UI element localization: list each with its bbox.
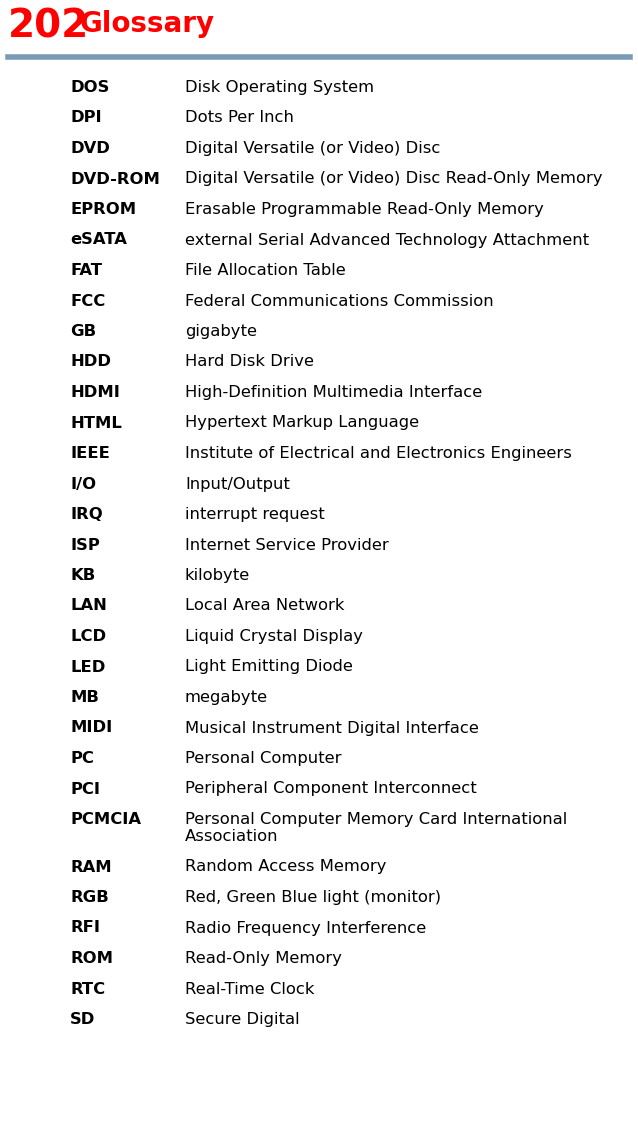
Text: Radio Frequency Interference: Radio Frequency Interference	[185, 920, 426, 936]
Text: Internet Service Provider: Internet Service Provider	[185, 537, 389, 553]
Text: LED: LED	[70, 660, 105, 674]
Text: RTC: RTC	[70, 982, 105, 997]
Text: interrupt request: interrupt request	[185, 507, 325, 522]
Text: HDD: HDD	[70, 355, 111, 369]
Text: RAM: RAM	[70, 859, 112, 875]
Text: I/O: I/O	[70, 476, 96, 492]
Text: LAN: LAN	[70, 599, 107, 614]
Text: gigabyte: gigabyte	[185, 324, 257, 339]
Text: Input/Output: Input/Output	[185, 476, 290, 492]
Text: Random Access Memory: Random Access Memory	[185, 859, 387, 875]
Text: IEEE: IEEE	[70, 446, 110, 461]
Text: High-Definition Multimedia Interface: High-Definition Multimedia Interface	[185, 385, 482, 400]
Text: EPROM: EPROM	[70, 202, 136, 217]
Text: kilobyte: kilobyte	[185, 568, 250, 583]
Text: DPI: DPI	[70, 110, 101, 125]
Text: Dots Per Inch: Dots Per Inch	[185, 110, 294, 125]
Text: Glossary: Glossary	[80, 10, 215, 38]
Text: Digital Versatile (or Video) Disc Read-Only Memory: Digital Versatile (or Video) Disc Read-O…	[185, 171, 603, 187]
Text: LCD: LCD	[70, 629, 106, 644]
Text: MB: MB	[70, 690, 99, 705]
Text: RFI: RFI	[70, 920, 100, 936]
Text: Real-Time Clock: Real-Time Clock	[185, 982, 315, 997]
Text: ROM: ROM	[70, 951, 113, 966]
Text: MIDI: MIDI	[70, 721, 112, 735]
Text: PC: PC	[70, 751, 94, 766]
Text: HDMI: HDMI	[70, 385, 120, 400]
Text: Erasable Programmable Read-Only Memory: Erasable Programmable Read-Only Memory	[185, 202, 544, 217]
Text: Hard Disk Drive: Hard Disk Drive	[185, 355, 314, 369]
Text: eSATA: eSATA	[70, 232, 127, 248]
Text: Hypertext Markup Language: Hypertext Markup Language	[185, 415, 419, 430]
Text: FAT: FAT	[70, 263, 102, 278]
Text: PCMCIA: PCMCIA	[70, 812, 141, 826]
Text: DVD-ROM: DVD-ROM	[70, 171, 160, 187]
Text: Read-Only Memory: Read-Only Memory	[185, 951, 342, 966]
Text: PCI: PCI	[70, 781, 100, 796]
Text: Digital Versatile (or Video) Disc: Digital Versatile (or Video) Disc	[185, 141, 440, 157]
Text: IRQ: IRQ	[70, 507, 103, 522]
Text: GB: GB	[70, 324, 96, 339]
Text: Disk Operating System: Disk Operating System	[185, 80, 374, 95]
Text: Light Emitting Diode: Light Emitting Diode	[185, 660, 353, 674]
Text: Association: Association	[185, 829, 279, 844]
Text: HTML: HTML	[70, 415, 122, 430]
Text: external Serial Advanced Technology Attachment: external Serial Advanced Technology Atta…	[185, 232, 589, 248]
Text: FCC: FCC	[70, 294, 105, 309]
Text: RGB: RGB	[70, 890, 108, 905]
Text: Institute of Electrical and Electronics Engineers: Institute of Electrical and Electronics …	[185, 446, 572, 461]
Text: Local Area Network: Local Area Network	[185, 599, 345, 614]
Text: Personal Computer Memory Card International: Personal Computer Memory Card Internatio…	[185, 812, 567, 826]
Text: megabyte: megabyte	[185, 690, 268, 705]
Text: ISP: ISP	[70, 537, 100, 553]
Text: Federal Communications Commission: Federal Communications Commission	[185, 294, 494, 309]
Text: DVD: DVD	[70, 141, 110, 157]
Text: 202: 202	[8, 8, 89, 46]
Text: Personal Computer: Personal Computer	[185, 751, 341, 766]
Text: DOS: DOS	[70, 80, 109, 95]
Text: Musical Instrument Digital Interface: Musical Instrument Digital Interface	[185, 721, 479, 735]
Text: Peripheral Component Interconnect: Peripheral Component Interconnect	[185, 781, 477, 796]
Text: Liquid Crystal Display: Liquid Crystal Display	[185, 629, 363, 644]
Text: SD: SD	[70, 1012, 95, 1027]
Text: Secure Digital: Secure Digital	[185, 1012, 300, 1027]
Text: Red, Green Blue light (monitor): Red, Green Blue light (monitor)	[185, 890, 441, 905]
Text: KB: KB	[70, 568, 95, 583]
Text: File Allocation Table: File Allocation Table	[185, 263, 346, 278]
